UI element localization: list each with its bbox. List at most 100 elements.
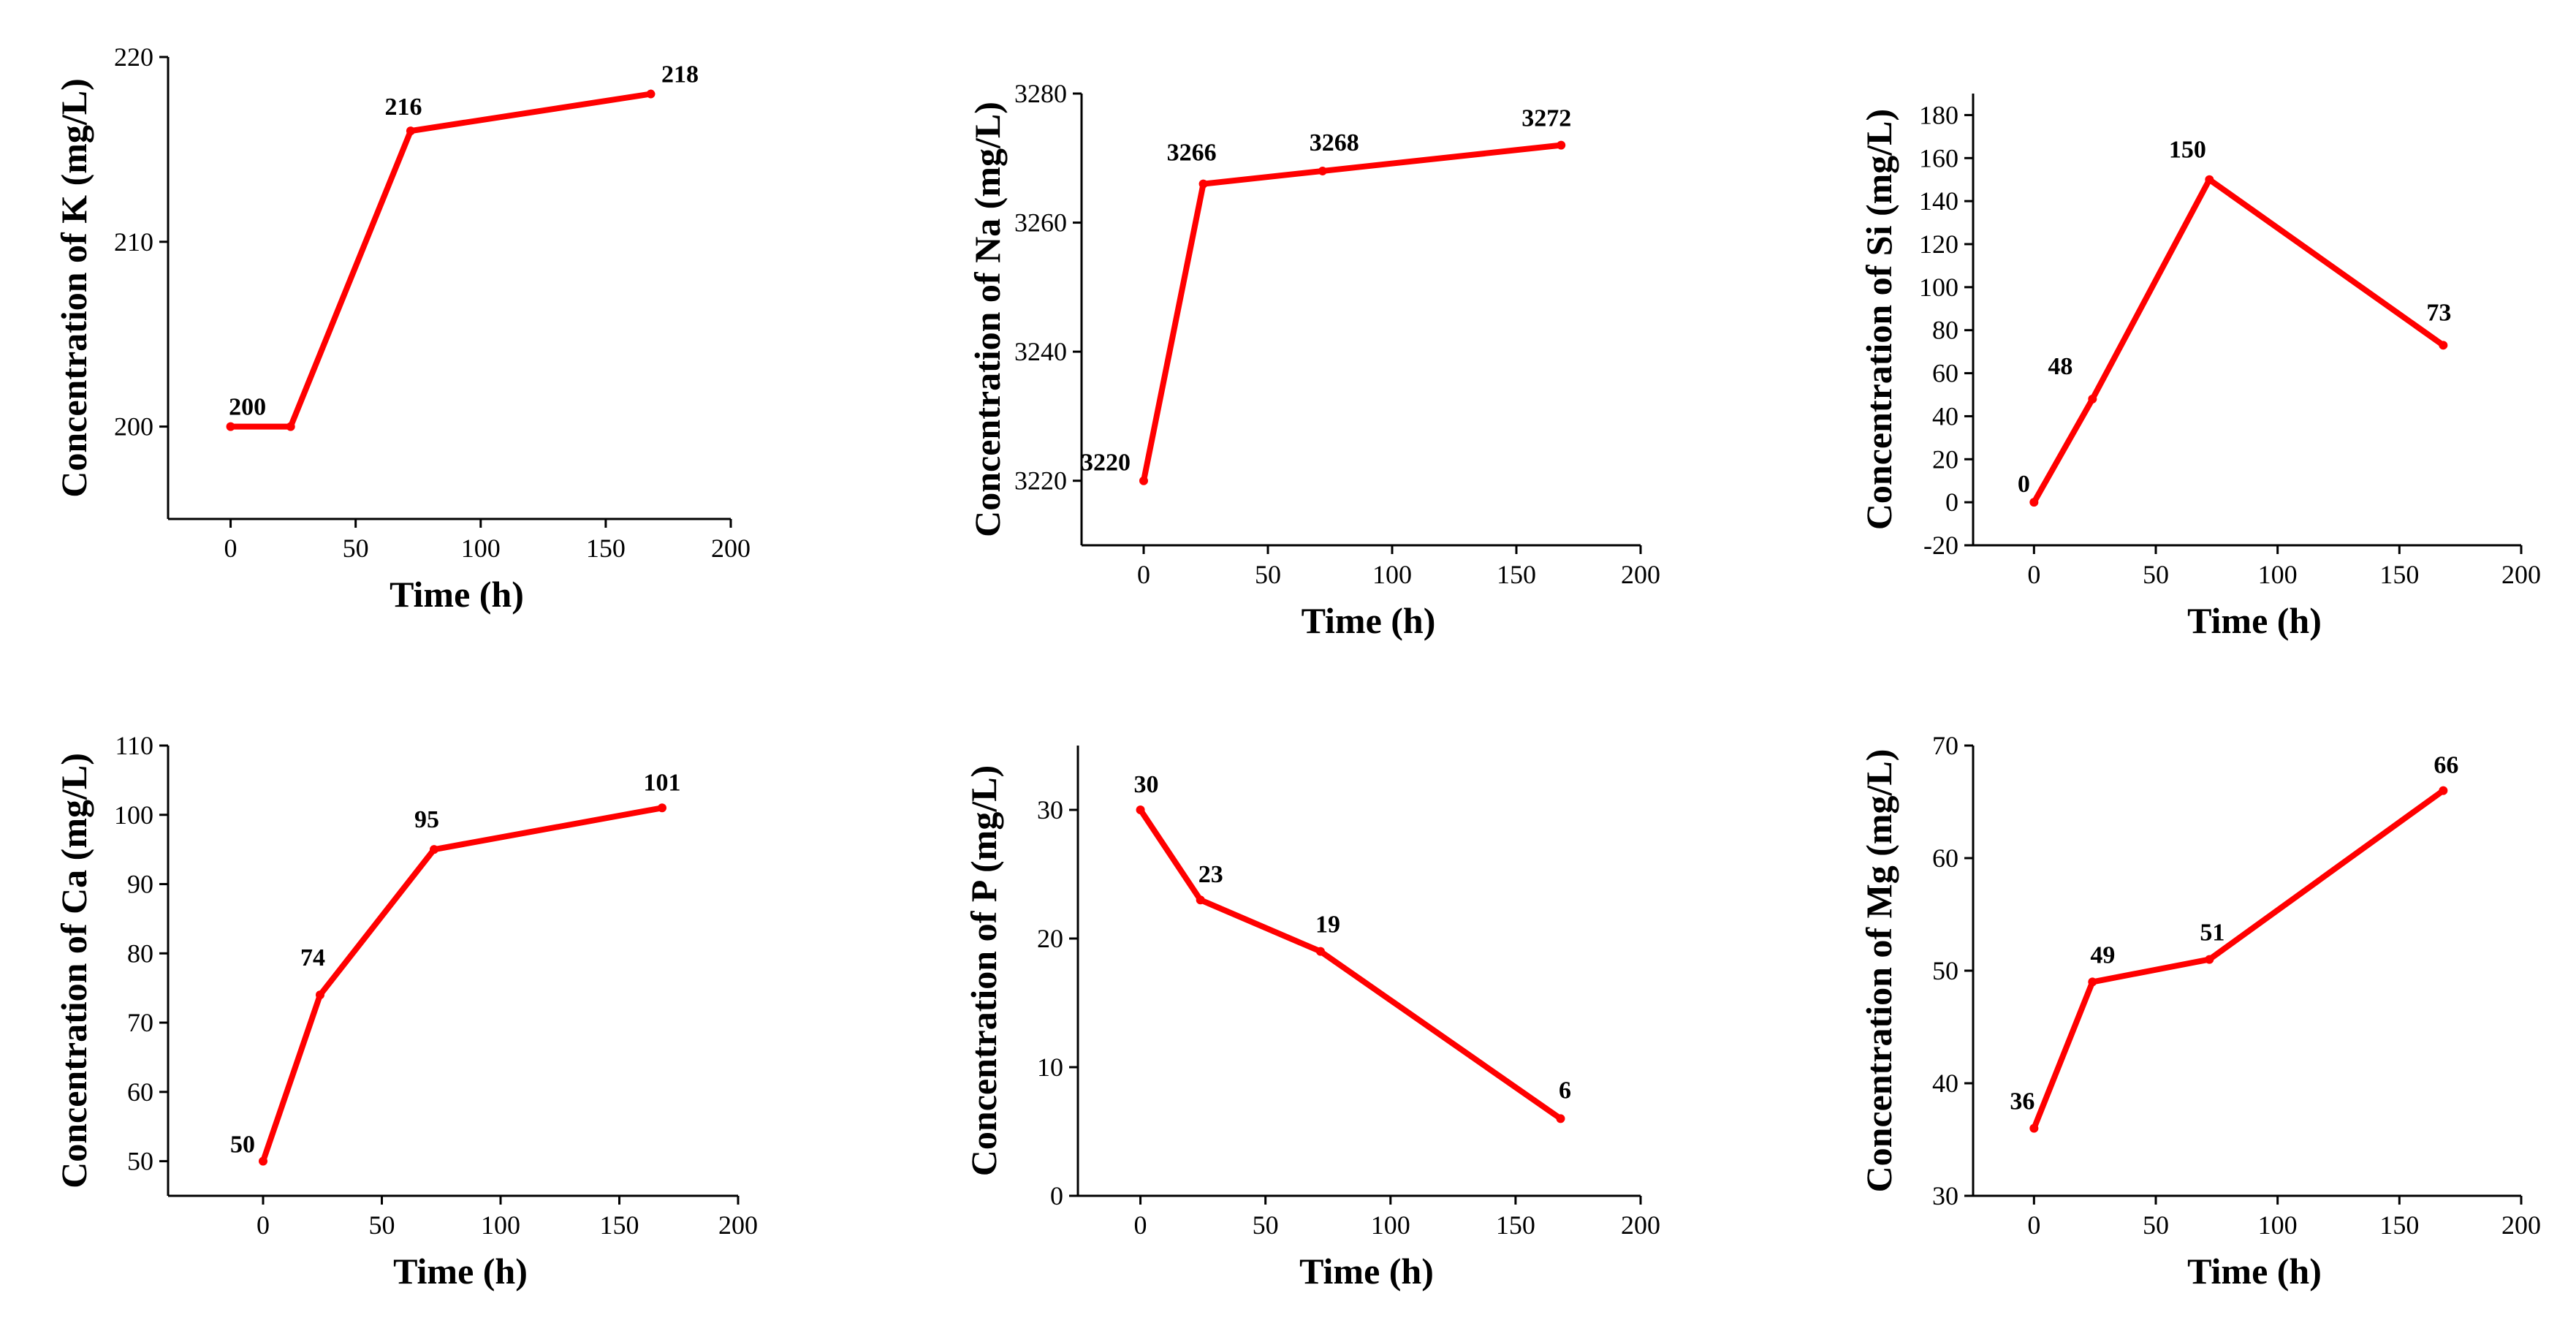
y-tick-label: 10	[1037, 1053, 1063, 1082]
x-axis-title: Time (h)	[1302, 600, 1436, 641]
y-axis-title: Concentration of K (mg/L)	[53, 78, 94, 498]
x-tick-label: 200	[1621, 1210, 1660, 1240]
y-tick-label: 40	[1932, 401, 1958, 431]
y-tick-label: 30	[1932, 1181, 1958, 1210]
x-axis-title: Time (h)	[1299, 1251, 1434, 1292]
data-label: 150	[2169, 137, 2206, 164]
y-tick-label: 50	[1932, 956, 1958, 985]
x-tick-label: 50	[2143, 1210, 2169, 1240]
series-line	[2031, 176, 2447, 506]
y-tick-label: 50	[127, 1147, 153, 1176]
data-point	[2439, 341, 2448, 350]
y-tick-label: 40	[1932, 1069, 1958, 1098]
x-tick-label: 0	[224, 534, 238, 563]
data-point	[2029, 498, 2039, 507]
y-axis-title: Concentration of Si (mg/L)	[1858, 109, 1899, 530]
data-label: 3266	[1167, 140, 1217, 167]
x-axis-title: Time (h)	[2187, 1251, 2322, 1292]
data-label: 200	[229, 394, 266, 421]
x-tick-label: 50	[343, 534, 369, 563]
data-label: 36	[2010, 1088, 2034, 1115]
y-tick-label: 180	[1919, 100, 1958, 129]
x-axis-title: Time (h)	[390, 574, 524, 615]
x-tick-label: 200	[2501, 560, 2541, 589]
data-label: 50	[230, 1131, 255, 1159]
x-tick-label: 150	[2379, 560, 2419, 589]
data-point	[2205, 955, 2214, 964]
x-tick-label: 100	[1372, 560, 1412, 589]
data-point	[1315, 947, 1325, 956]
y-tick-label: -20	[1923, 531, 1958, 560]
data-point	[658, 803, 666, 813]
data-point	[1318, 166, 1327, 175]
data-point	[1557, 140, 1566, 150]
y-tick-label: 80	[1932, 316, 1958, 345]
x-tick-label: 50	[2143, 560, 2169, 589]
data-label: 74	[300, 944, 325, 971]
x-tick-label: 0	[2027, 560, 2040, 589]
data-label: 3272	[1521, 105, 1571, 132]
y-tick-label: 160	[1919, 143, 1958, 173]
x-tick-label: 150	[600, 1210, 639, 1240]
series-line	[2031, 787, 2447, 1131]
data-label: 3268	[1310, 129, 1359, 156]
panel-k: 0 50 100 150 200 200 210 220 Time (h) Concentrati…	[53, 42, 751, 615]
x-tick-label: 150	[1496, 1210, 1535, 1240]
series-line	[260, 805, 665, 1164]
x-tick-label: 150	[1497, 560, 1536, 589]
data-label: 3220	[1081, 450, 1131, 477]
data-label: 95	[414, 806, 439, 833]
x-tick-label: 0	[1134, 1210, 1147, 1240]
data-label: 51	[2200, 920, 2224, 947]
x-tick-label: 50	[1255, 560, 1281, 589]
x-tick-label: 50	[1253, 1210, 1279, 1240]
data-point	[1196, 895, 1205, 905]
y-axis-title: Concentration of P (mg/L)	[963, 765, 1004, 1176]
data-label: 66	[2433, 752, 2458, 779]
y-tick-label: 0	[1945, 488, 1958, 517]
y-tick-label: 70	[127, 1008, 153, 1037]
panel-na: 0 50 100 150 200 3220 3240 3260 3280 Time (h) Conc…	[967, 79, 1660, 641]
panel-p: 0 50 100 150 200 0 10 20 30 Time (h) Concentration…	[963, 746, 1660, 1292]
y-tick-label: 3280	[1014, 79, 1067, 108]
data-point	[226, 422, 235, 431]
series-line	[227, 91, 654, 430]
data-label: 218	[661, 61, 699, 88]
data-label: 48	[2048, 353, 2072, 380]
panel-ca: 0 50 100 150 200 50 60 70 80 90 100 110 Time (h) Conc…	[53, 731, 758, 1292]
x-tick-label: 100	[461, 534, 501, 563]
y-tick-label: 30	[1037, 795, 1063, 824]
data-label: 49	[2090, 941, 2115, 968]
data-point	[259, 1156, 267, 1166]
y-axis-title: Concentration of Na (mg/L)	[967, 102, 1008, 537]
data-point	[2439, 786, 2448, 795]
data-label: 73	[2426, 299, 2451, 326]
data-label: 6	[1559, 1077, 1571, 1104]
y-axis-title: Concentration of Ca (mg/L)	[53, 753, 94, 1189]
y-tick-label: 100	[114, 800, 153, 830]
y-tick-label: 20	[1037, 924, 1063, 953]
x-tick-label: 200	[718, 1210, 758, 1240]
x-axis-title: Time (h)	[2187, 600, 2322, 641]
data-label: 216	[384, 94, 422, 121]
y-axis-title: Concentration of Mg (mg/L)	[1858, 749, 1899, 1193]
x-tick-label: 200	[1621, 560, 1660, 589]
y-tick-label: 210	[114, 227, 153, 257]
data-point	[2088, 394, 2097, 403]
x-tick-label: 100	[1371, 1210, 1410, 1240]
x-tick-label: 150	[2379, 1210, 2419, 1240]
x-tick-label: 100	[2258, 560, 2298, 589]
y-tick-label: 140	[1919, 186, 1958, 216]
y-tick-label: 200	[114, 412, 153, 441]
x-tick-label: 200	[711, 534, 751, 563]
y-tick-label: 80	[127, 939, 153, 968]
y-tick-label: 220	[114, 42, 153, 72]
y-tick-label: 20	[1932, 444, 1958, 474]
data-point	[286, 422, 295, 431]
data-point	[1136, 805, 1145, 814]
y-tick-label: 100	[1919, 273, 1958, 302]
y-tick-label: 3240	[1014, 337, 1067, 366]
x-tick-label: 150	[586, 534, 626, 563]
series-line	[1137, 807, 1564, 1122]
